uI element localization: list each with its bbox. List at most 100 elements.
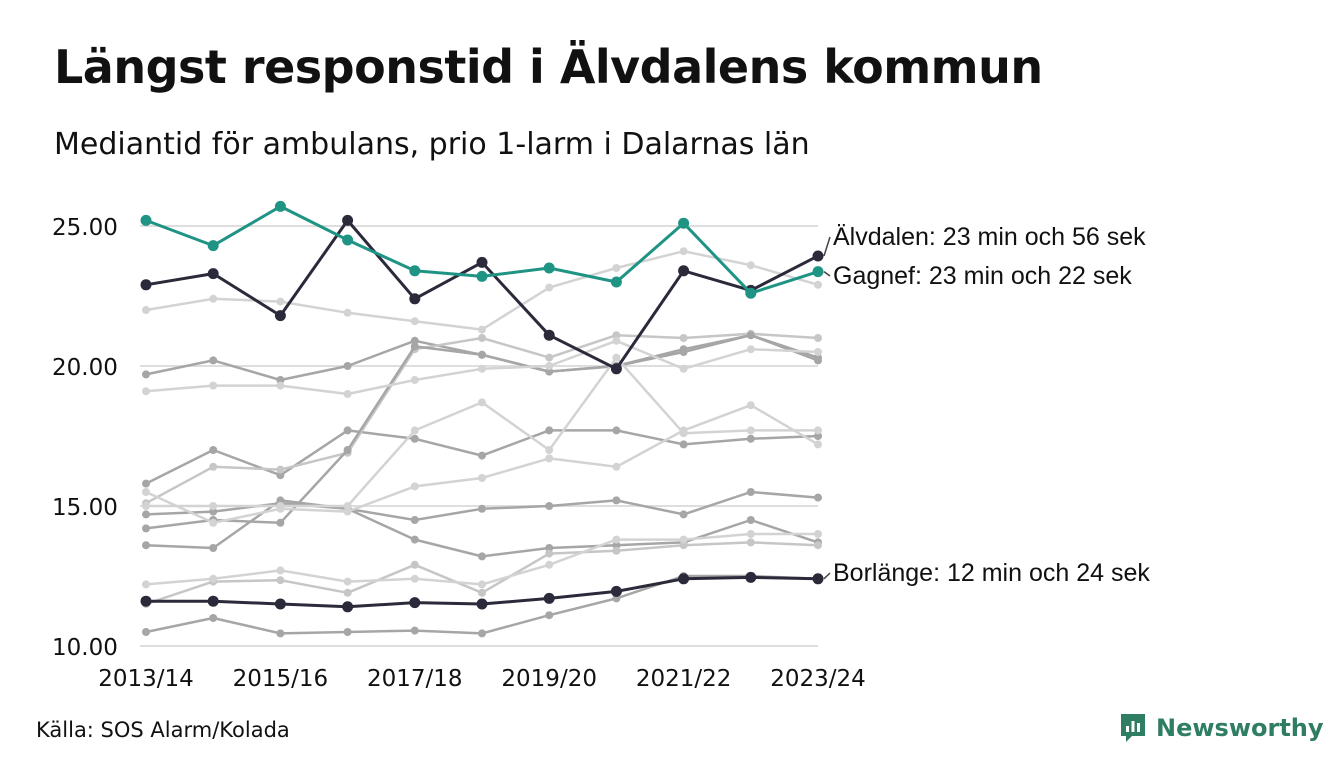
data-point [545,362,554,370]
data-point [612,353,621,362]
data-point [545,544,554,552]
data-point [679,541,688,550]
data-point [343,502,352,510]
data-point [410,336,419,345]
data-point [812,573,824,585]
data-point [142,580,150,589]
data-point [610,585,622,597]
series-other [142,336,822,398]
data-point [410,626,419,635]
data-point [276,518,285,527]
data-point [142,306,150,314]
x-tick-label: 2015/16 [233,666,329,692]
data-point [276,297,285,306]
data-point [814,280,822,289]
x-tick-label: 2017/18 [367,666,463,692]
data-point [343,628,352,636]
data-point [679,345,688,354]
data-point [343,308,352,317]
data-point [276,629,285,638]
data-point [679,429,688,438]
chart-subtitle: Mediantid för ambulans, prio 1-larm i Da… [54,127,810,162]
data-point [207,595,219,607]
series-other [142,426,822,488]
x-tick-label: 2013/14 [98,666,194,692]
data-point [814,353,822,362]
data-point [409,293,421,305]
data-point [410,560,419,569]
data-point [612,541,621,550]
data-point [276,471,285,480]
data-point [545,611,554,620]
data-point [612,336,621,345]
data-point [745,571,757,583]
x-axis-ticks: 2013/14 2015/16 2017/18 2019/20 2021/22 2023/… [98,666,866,692]
data-point [545,560,554,569]
data-point [478,398,486,407]
data-point [478,588,486,597]
data-point [478,451,486,460]
data-point [545,367,554,376]
data-point [545,549,554,558]
data-point [545,283,554,292]
label-leader-line [823,236,831,257]
data-point [476,270,488,282]
data-point [814,530,822,538]
data-point [545,426,554,435]
data-point [276,376,285,384]
data-point [610,276,622,288]
highlighted-series [140,200,824,613]
data-point [343,577,352,586]
data-point [343,446,352,454]
data-point [612,331,621,340]
data-point [476,256,488,268]
data-point [746,401,755,410]
data-point [276,566,285,575]
data-point [209,502,218,510]
data-point [142,628,150,636]
data-point [142,502,150,510]
data-point [478,364,486,373]
brand-name: Newsworthy [1156,714,1324,742]
series-label-borlänge: Borlänge: 12 min och 24 sek [833,559,1150,587]
series-borlänge [140,571,824,613]
data-point [342,214,354,226]
data-point [679,247,688,256]
data-point [207,268,219,280]
data-point [342,601,354,613]
y-tick-label: 15.00 [52,495,118,521]
data-point [679,535,688,544]
data-point [209,356,218,365]
data-point [142,488,150,496]
data-point [274,310,286,322]
data-point [679,440,688,449]
data-point [612,546,621,555]
y-axis-ticks: 10.00 15.00 20.00 25.00 [52,215,118,661]
data-point [276,381,285,390]
data-point [276,502,285,510]
data-point [343,362,352,370]
data-point [746,261,755,270]
data-point [679,334,688,342]
data-point [142,370,150,379]
data-point [545,446,554,454]
data-point [678,265,690,277]
label-leader-line [823,271,831,277]
data-point [410,574,419,583]
source-note: Källa: SOS Alarm/Kolada [36,718,290,742]
data-point [814,493,822,502]
data-point [410,482,419,491]
data-point [209,446,218,454]
data-point [343,390,352,398]
data-point [612,462,621,471]
data-point [478,629,486,638]
series-line [145,218,819,371]
data-point [478,474,486,482]
series-gagnef [140,200,824,299]
data-point [814,334,822,342]
data-point [410,317,419,326]
data-point [478,325,486,334]
data-point [274,598,286,610]
data-point [209,574,218,583]
